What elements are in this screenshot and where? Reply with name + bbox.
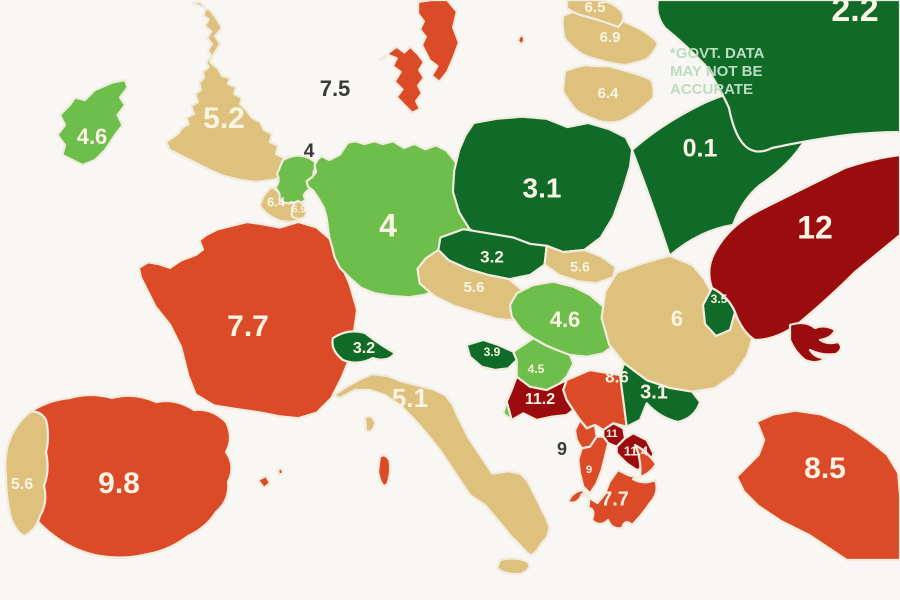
svg-text:3.5: 3.5	[711, 292, 728, 306]
svg-text:6: 6	[671, 306, 683, 331]
svg-text:4.6: 4.6	[550, 307, 581, 332]
svg-text:5.1: 5.1	[392, 383, 428, 413]
svg-text:3.1: 3.1	[640, 381, 668, 403]
svg-text:9: 9	[557, 439, 567, 459]
svg-text:6.9: 6.9	[292, 205, 306, 216]
svg-text:5.2: 5.2	[203, 102, 245, 135]
svg-text:*GOVT. DATA: *GOVT. DATA	[670, 45, 765, 62]
svg-text:ACCURATE: ACCURATE	[670, 81, 753, 98]
svg-text:7.7: 7.7	[601, 488, 629, 510]
svg-text:4.5: 4.5	[528, 362, 545, 376]
svg-text:12: 12	[797, 209, 833, 245]
svg-text:4.6: 4.6	[77, 124, 108, 149]
svg-text:5.6: 5.6	[570, 259, 590, 275]
svg-text:6.5: 6.5	[585, 0, 606, 16]
svg-text:MAY NOT BE: MAY NOT BE	[670, 63, 763, 80]
svg-text:3.2: 3.2	[353, 340, 375, 357]
svg-text:3.1: 3.1	[523, 172, 562, 203]
svg-text:2.2: 2.2	[831, 0, 878, 29]
svg-text:6.4: 6.4	[598, 85, 620, 102]
svg-text:0.1: 0.1	[683, 135, 718, 163]
svg-text:11.2: 11.2	[525, 391, 555, 408]
svg-text:4: 4	[379, 207, 397, 243]
svg-text:8.6: 8.6	[605, 367, 629, 386]
svg-text:11: 11	[606, 428, 618, 440]
svg-text:5.6: 5.6	[11, 476, 33, 493]
svg-text:5.6: 5.6	[464, 279, 485, 296]
svg-text:9: 9	[586, 464, 592, 476]
svg-text:3.2: 3.2	[480, 247, 504, 266]
svg-text:11.4: 11.4	[624, 443, 649, 458]
svg-text:6.9: 6.9	[600, 29, 621, 46]
svg-text:3.9: 3.9	[484, 345, 501, 359]
svg-text:6.4: 6.4	[267, 194, 286, 209]
svg-text:7.7: 7.7	[227, 310, 269, 343]
svg-text:7.5: 7.5	[320, 76, 351, 101]
svg-text:4: 4	[304, 141, 315, 162]
svg-text:9.8: 9.8	[98, 467, 140, 500]
svg-text:8.5: 8.5	[804, 452, 846, 485]
